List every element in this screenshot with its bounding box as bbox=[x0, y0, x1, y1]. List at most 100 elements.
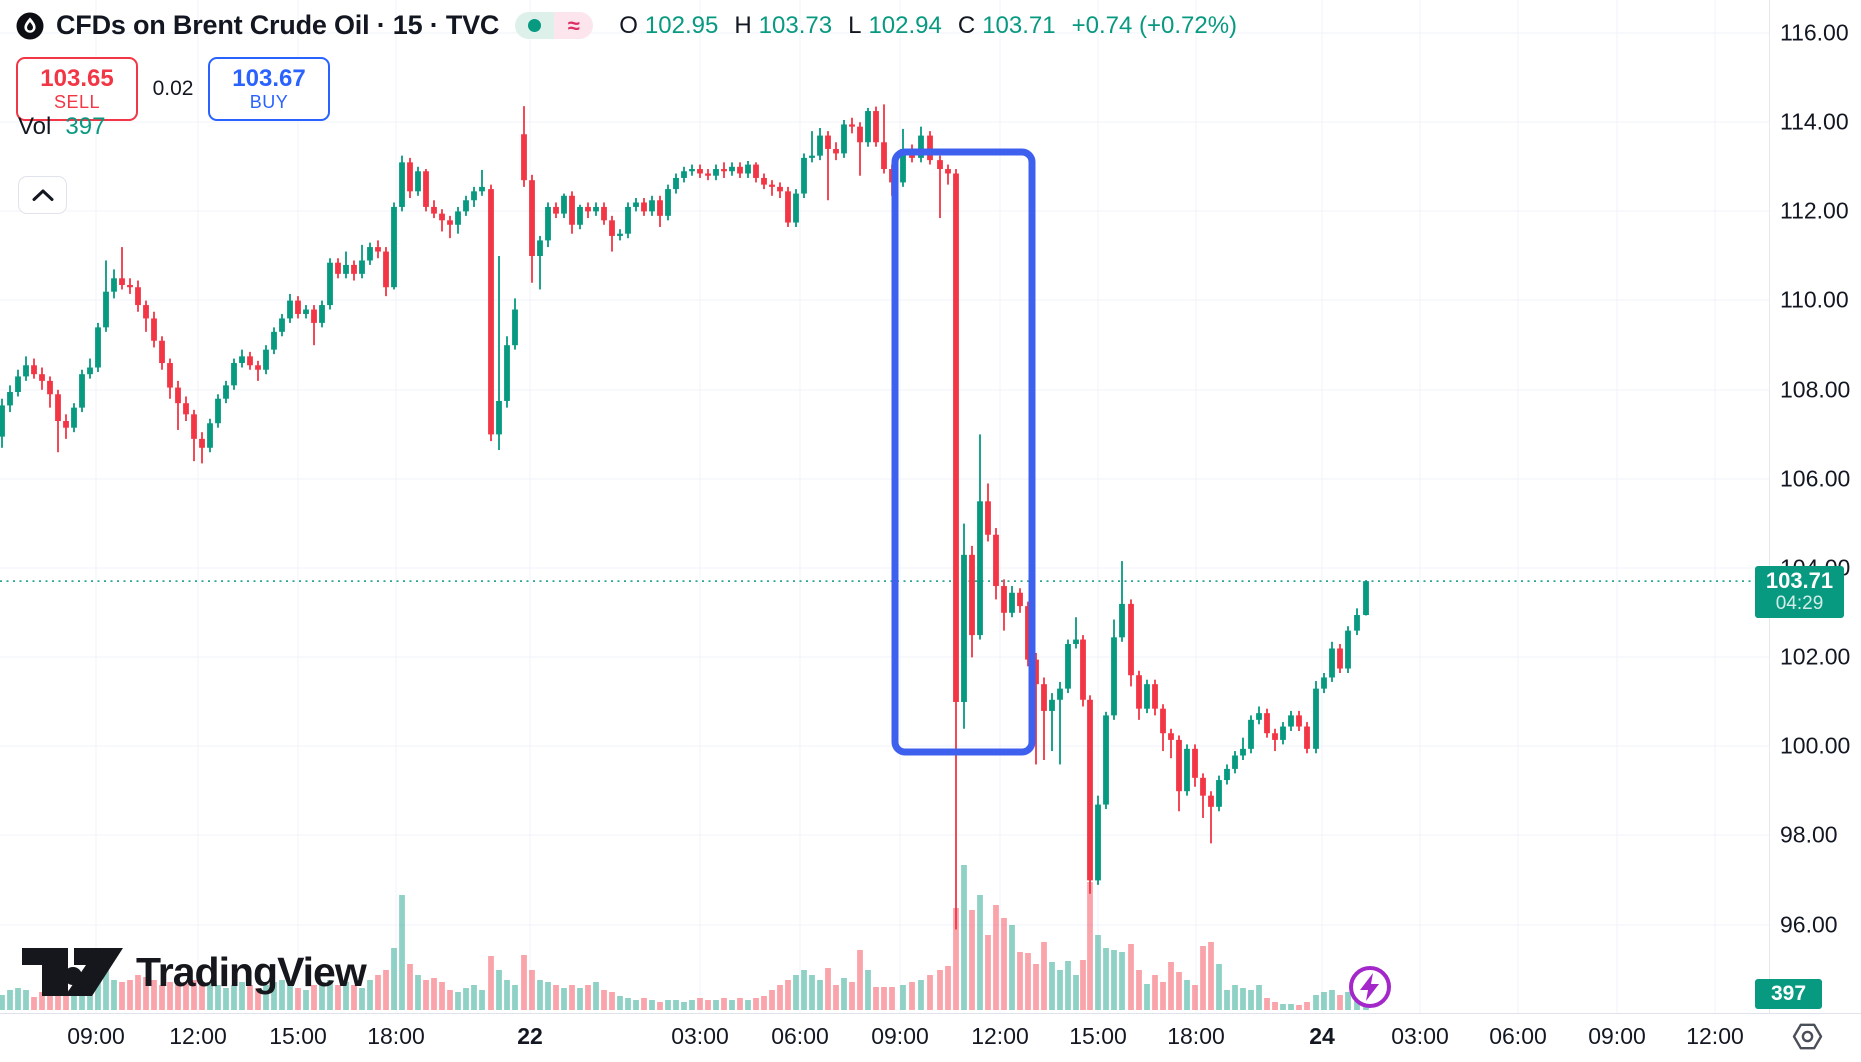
candle-body bbox=[918, 135, 924, 158]
volume-bar bbox=[697, 998, 703, 1010]
volume-bar bbox=[1288, 1004, 1294, 1010]
volume-bar bbox=[399, 895, 405, 1010]
candle-wick bbox=[939, 155, 941, 219]
volume-bar bbox=[1160, 982, 1166, 1010]
volume-bar bbox=[1232, 985, 1238, 1010]
candle-body bbox=[319, 305, 325, 323]
candle-body bbox=[15, 376, 21, 393]
candle-body bbox=[455, 211, 461, 225]
time-tick-label: 18:00 bbox=[1167, 1023, 1225, 1049]
candle-body bbox=[761, 177, 767, 185]
volume-bar bbox=[135, 975, 141, 1010]
volume-bar bbox=[327, 980, 333, 1010]
volume-bar bbox=[191, 980, 197, 1010]
symbol-title[interactable]: CFDs on Brent Crude Oil · 15 · TVC bbox=[56, 10, 500, 40]
candle-body bbox=[529, 180, 535, 256]
candle-body bbox=[504, 345, 510, 401]
candle-body bbox=[1160, 708, 1166, 734]
volume-bar bbox=[1192, 985, 1198, 1010]
candle-body bbox=[641, 202, 647, 212]
candle-wick bbox=[883, 104, 885, 174]
volume-bar bbox=[569, 985, 575, 1010]
time-axis[interactable]: 09:00 12:00 15:00 18:00 22 03:00 06:00 09:00 12:… bbox=[0, 1013, 1861, 1062]
candle-body bbox=[1313, 688, 1319, 749]
candle-body bbox=[191, 414, 197, 439]
volume-bar bbox=[969, 910, 975, 1010]
volume-bar bbox=[159, 985, 165, 1010]
candle-body bbox=[463, 200, 469, 212]
candle-wick bbox=[1043, 677, 1045, 760]
candle-body bbox=[745, 164, 751, 174]
candle-body bbox=[900, 148, 906, 183]
candle-wick bbox=[498, 256, 500, 451]
volume-bar bbox=[271, 982, 277, 1010]
volume-bar bbox=[1033, 964, 1039, 1010]
highlight-rectangle-drawing[interactable] bbox=[891, 148, 1036, 756]
candle-body bbox=[609, 220, 615, 236]
volume-bar bbox=[689, 1000, 695, 1010]
sell-price: 103.65 bbox=[40, 64, 114, 92]
trade-panel: 103.65 SELL 0.02 103.67 BUY bbox=[16, 57, 330, 121]
low-value: 102.94 bbox=[868, 11, 942, 39]
volume-bar bbox=[1321, 992, 1327, 1010]
volume-bar bbox=[311, 985, 317, 1010]
time-tick-label: 12:00 bbox=[169, 1023, 227, 1049]
candle-body bbox=[359, 260, 365, 274]
volume-bar bbox=[199, 982, 205, 1010]
candle-body bbox=[31, 365, 37, 375]
volume-bar bbox=[793, 975, 799, 1010]
current-volume-label: 397 bbox=[1755, 979, 1822, 1009]
candle-body bbox=[1224, 768, 1230, 781]
candle-body bbox=[111, 278, 117, 292]
symbol-logo-icon bbox=[16, 12, 44, 39]
volume-bar bbox=[303, 990, 309, 1010]
candle-body bbox=[953, 173, 959, 703]
volume-bar bbox=[295, 988, 301, 1010]
collapse-panel-button[interactable] bbox=[18, 176, 67, 214]
candle-body bbox=[367, 247, 373, 261]
volume-bar bbox=[1001, 918, 1007, 1010]
sell-label: SELL bbox=[53, 92, 101, 113]
buy-label: BUY bbox=[249, 92, 289, 113]
candle-body bbox=[311, 309, 317, 323]
axis-settings-button[interactable] bbox=[1790, 1021, 1826, 1052]
volume-bar bbox=[561, 988, 567, 1010]
volume-bar bbox=[601, 990, 607, 1010]
candle-body bbox=[7, 392, 13, 406]
candles bbox=[0, 104, 1369, 930]
sell-button[interactable]: 103.65 SELL bbox=[16, 57, 138, 121]
candle-wick bbox=[257, 360, 259, 381]
buy-button[interactable]: 103.67 BUY bbox=[208, 57, 330, 121]
volume-bar bbox=[463, 988, 469, 1010]
volume-bar bbox=[593, 982, 599, 1010]
candle-body bbox=[633, 202, 639, 207]
candle-wick bbox=[1121, 561, 1123, 642]
high-value: 103.73 bbox=[758, 11, 833, 39]
volume-bar bbox=[1025, 953, 1031, 1010]
volume-bar bbox=[617, 996, 623, 1010]
candle-body bbox=[135, 287, 141, 306]
price-axis[interactable]: 116.00114.00112.00110.00108.00106.00104.… bbox=[1769, 0, 1861, 1013]
candle-body bbox=[103, 291, 109, 328]
candle-body bbox=[849, 124, 855, 127]
volume-bar bbox=[151, 980, 157, 1010]
volume-bar bbox=[641, 998, 647, 1010]
candle-body bbox=[423, 171, 429, 207]
quick-trade-lightning-button[interactable] bbox=[1346, 963, 1394, 1011]
candle-body bbox=[881, 142, 887, 170]
candle-wick bbox=[481, 169, 483, 196]
candle-body bbox=[1041, 684, 1047, 711]
time-tick-label: 03:00 bbox=[671, 1023, 729, 1049]
candlestick-chart[interactable] bbox=[0, 0, 1769, 1013]
last-price-label: 103.71 04:29 bbox=[1755, 566, 1844, 618]
candle-body bbox=[585, 206, 591, 212]
candle-body bbox=[665, 189, 671, 216]
time-tick-label: 24 bbox=[1309, 1023, 1335, 1049]
volume-bar bbox=[7, 990, 13, 1010]
candle-body bbox=[985, 501, 991, 535]
volume-bar bbox=[1152, 975, 1158, 1010]
volume-bar bbox=[1073, 975, 1079, 1010]
volume-bar bbox=[335, 985, 341, 1010]
candle-body bbox=[343, 264, 349, 274]
volume-bar bbox=[1119, 952, 1125, 1010]
